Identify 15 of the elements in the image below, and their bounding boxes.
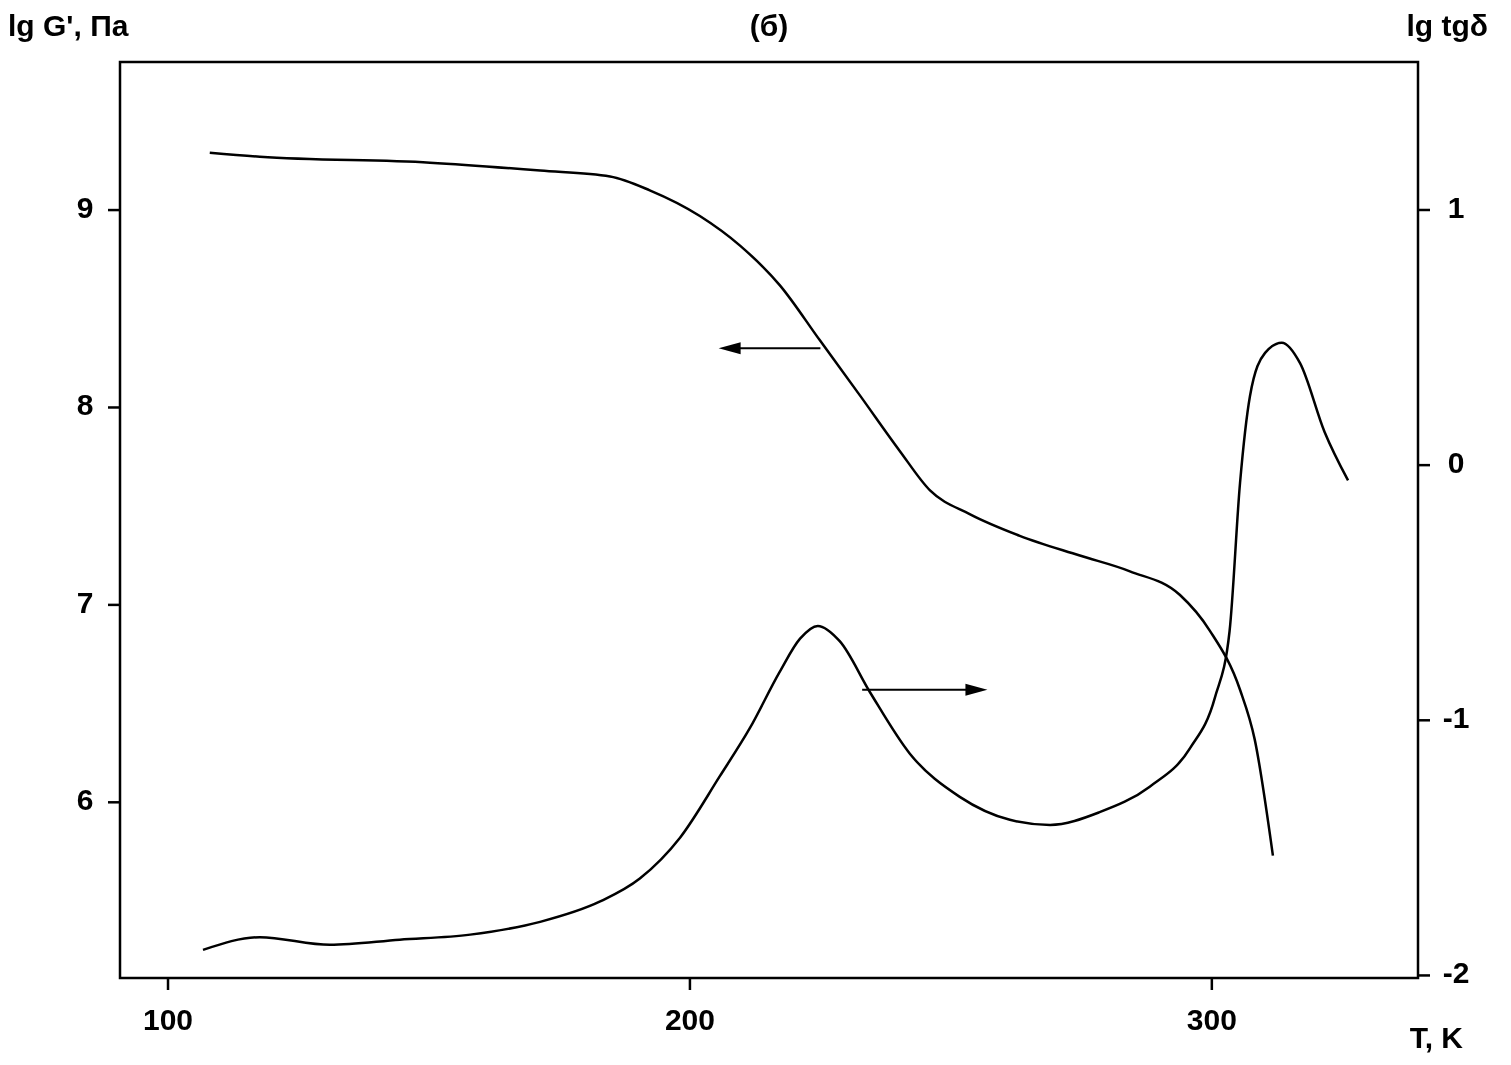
y-tick-label: 7 — [76, 585, 94, 619]
y2-tick-label: -2 — [1442, 956, 1470, 990]
x-axis-title: T, K — [1409, 1021, 1464, 1054]
x-tick-label: 300 — [1186, 1002, 1237, 1036]
y2-tick-label: 1 — [1447, 190, 1465, 224]
y-tick-label: 8 — [76, 388, 94, 422]
y2-tick-label: 0 — [1447, 446, 1465, 480]
x-tick-label: 100 — [142, 1002, 194, 1036]
chart-title: (б) — [749, 9, 789, 42]
y-axis-title: lg G', Па — [8, 9, 129, 42]
y2-tick-label: -1 — [1442, 701, 1470, 735]
y-tick-label: 9 — [76, 190, 94, 224]
y2-axis-title: lg tgδ — [1406, 9, 1488, 42]
x-tick-label: 200 — [664, 1002, 715, 1036]
y-tick-label: 6 — [76, 783, 94, 817]
